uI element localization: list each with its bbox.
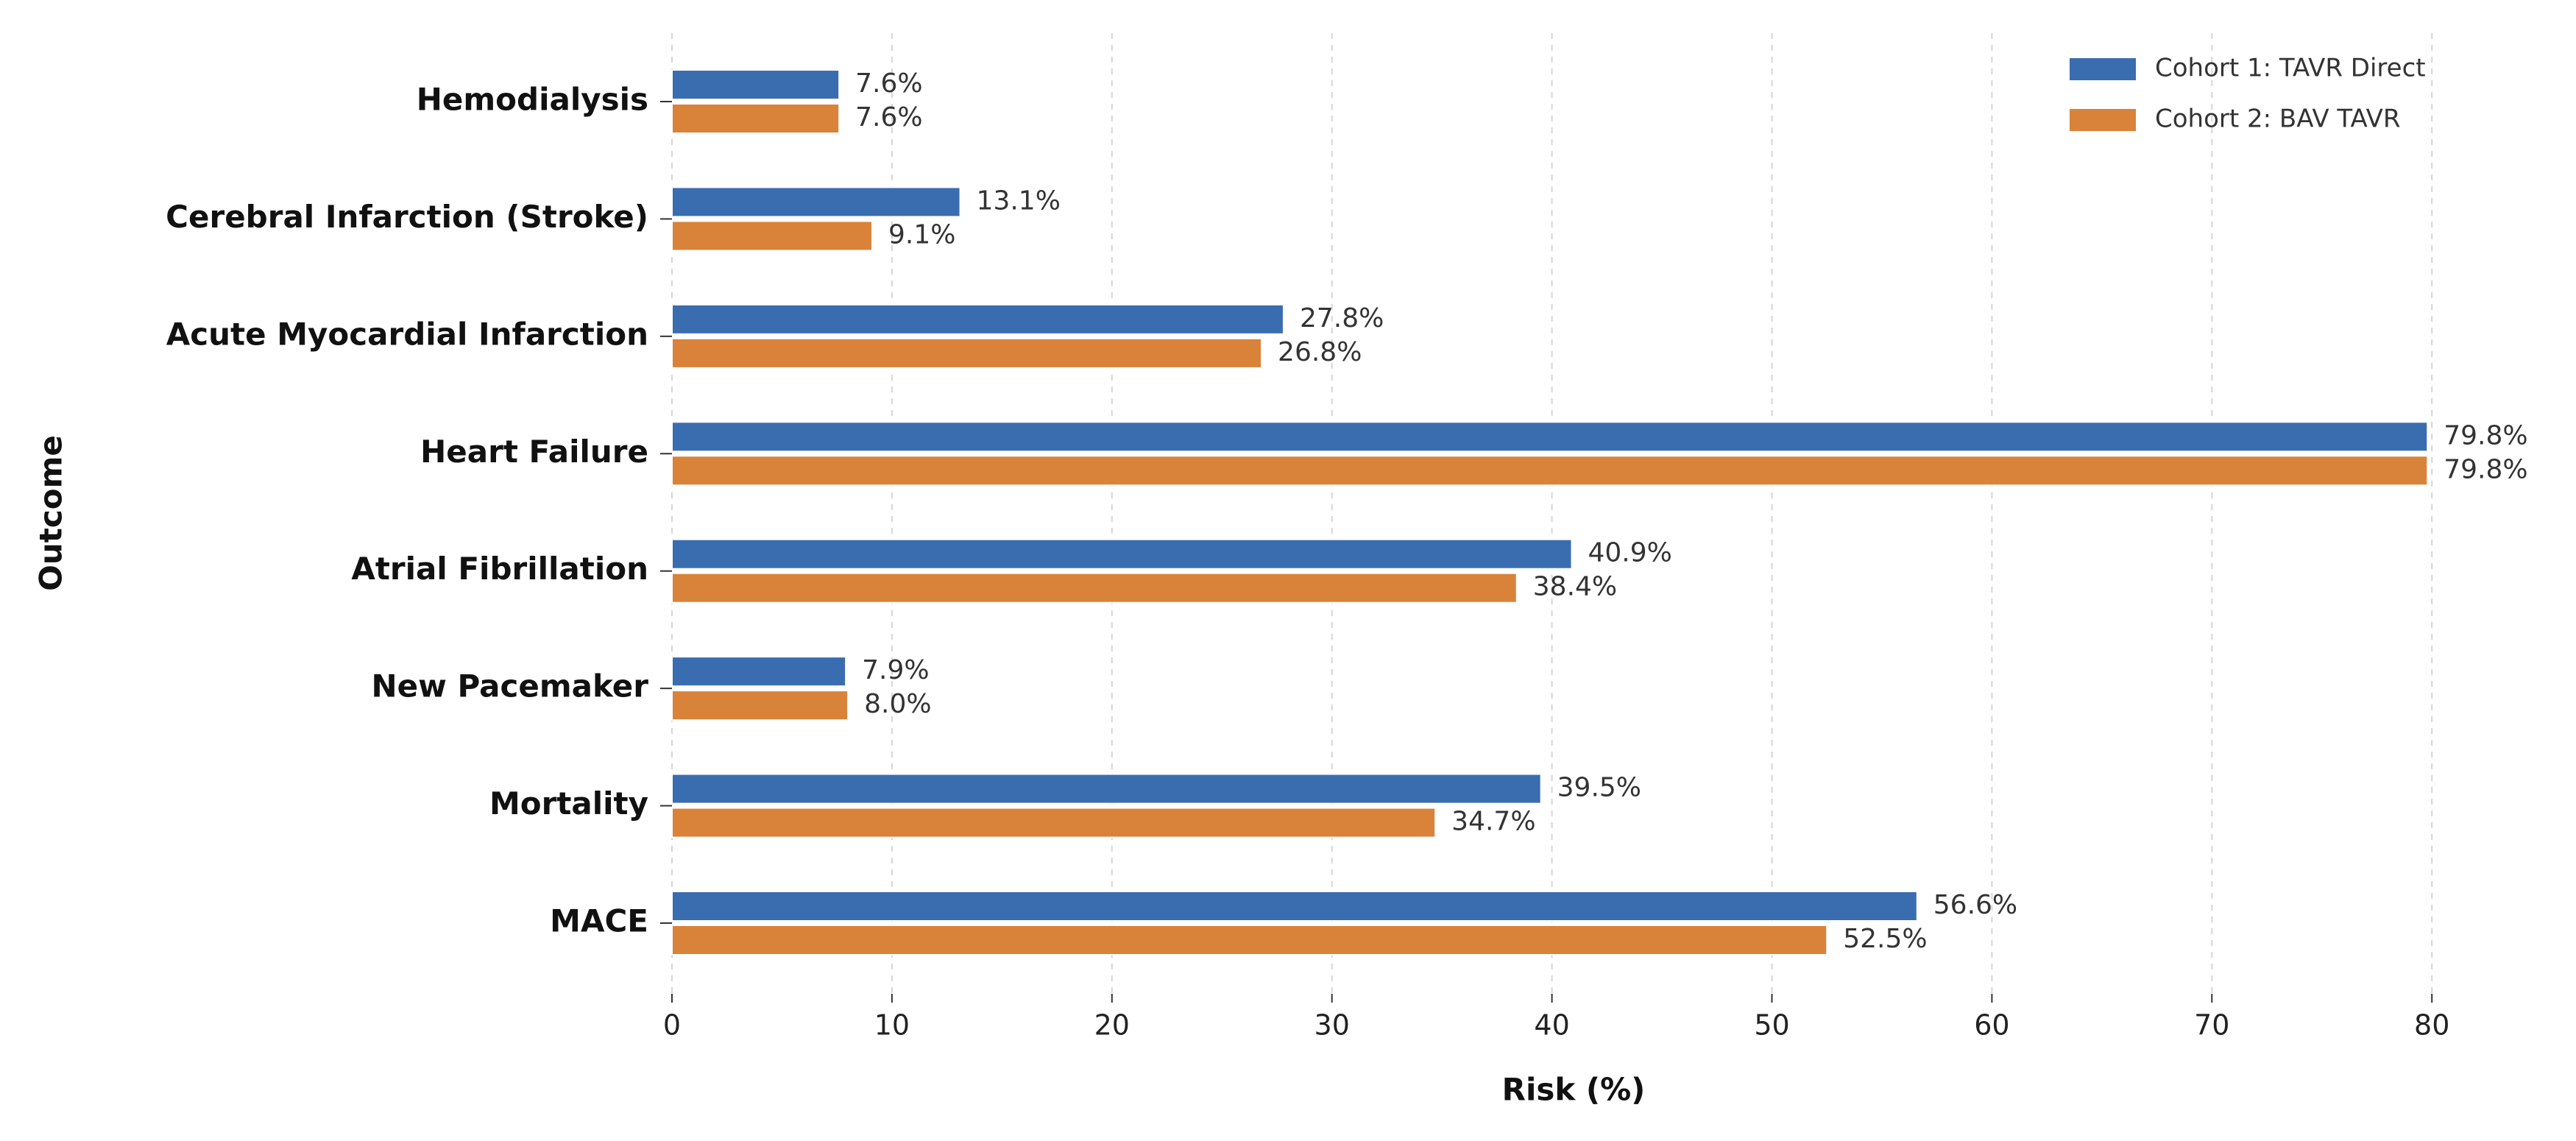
value-label: 79.8% [2444, 454, 2527, 484]
y-tick-label: New Pacemaker [371, 668, 648, 704]
bar [671, 925, 1828, 955]
bar [671, 421, 2429, 453]
bar [671, 337, 1263, 369]
x-tick-label: 50 [1754, 1009, 1789, 1042]
value-label: 7.6% [855, 68, 922, 99]
y-tick-label: Heart Failure [420, 434, 648, 470]
y-tick-label: Mortality [489, 785, 648, 822]
bar [671, 572, 1518, 604]
y-tick-label: MACE [550, 903, 648, 939]
value-label: 40.9% [1588, 538, 1672, 568]
value-label: 34.7% [1451, 807, 1535, 837]
y-tick-label: Acute Myocardial Infarction [166, 316, 648, 352]
bar [671, 891, 1918, 922]
x-tick-label: 30 [1314, 1009, 1350, 1042]
value-label: 56.6% [1933, 890, 2017, 920]
x-axis-label: Risk (%) [1502, 1072, 1646, 1108]
value-label: 9.1% [888, 219, 955, 250]
x-tick-label: 40 [1534, 1009, 1569, 1042]
value-label: 8.0% [864, 689, 931, 719]
value-label: 38.4% [1533, 572, 1617, 602]
x-tick-label: 80 [2414, 1009, 2449, 1042]
bar [671, 538, 1573, 570]
value-label: 26.8% [1278, 337, 1362, 367]
y-tick-label: Hemodialysis [417, 82, 648, 118]
value-label: 7.9% [862, 655, 929, 685]
legend-swatch [2070, 58, 2136, 80]
value-label: 13.1% [977, 186, 1061, 216]
x-tick-label: 0 [663, 1009, 681, 1042]
bar [671, 690, 849, 721]
y-tick-label: Atrial Fibrillation [351, 551, 648, 587]
bar [671, 656, 847, 688]
bar [671, 220, 873, 252]
value-label: 7.6% [855, 102, 922, 133]
value-label: 79.8% [2444, 420, 2527, 451]
bar [671, 807, 1437, 838]
bar [671, 69, 841, 100]
legend-label: Cohort 1: TAVR Direct [2155, 54, 2426, 83]
value-label: 52.5% [1843, 924, 1927, 954]
legend-swatch [2070, 109, 2136, 131]
x-tick-label: 20 [1094, 1009, 1130, 1042]
x-tick-label: 60 [1974, 1009, 2009, 1042]
x-tick-label: 70 [2194, 1009, 2229, 1042]
bar [671, 455, 2429, 487]
bar [671, 103, 841, 134]
value-label: 27.8% [1300, 303, 1384, 333]
y-tick-label: Cerebral Infarction (Stroke) [166, 199, 648, 235]
value-label: 39.5% [1557, 773, 1641, 803]
x-tick-label: 10 [874, 1009, 910, 1042]
bar [671, 303, 1284, 335]
bar [671, 186, 961, 218]
legend-label: Cohort 2: BAV TAVR [2155, 105, 2400, 134]
bar [671, 773, 1542, 805]
y-axis-label: Outcome [33, 435, 69, 591]
